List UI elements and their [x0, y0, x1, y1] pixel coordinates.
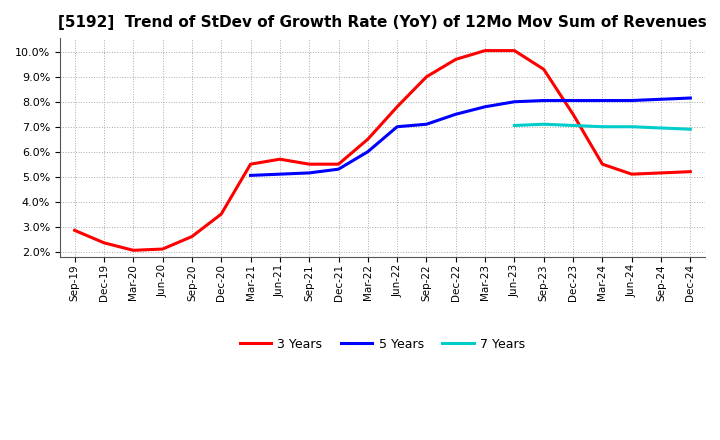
5 Years [364, 149, 372, 154]
3 Years [393, 104, 402, 110]
3 Years [364, 136, 372, 142]
7 Years [598, 124, 607, 129]
7 Years [657, 125, 665, 131]
5 Years [305, 170, 313, 176]
Line: 7 Years: 7 Years [514, 124, 690, 129]
3 Years [481, 48, 490, 53]
3 Years [305, 161, 313, 167]
7 Years [539, 121, 548, 127]
5 Years [334, 166, 343, 172]
3 Years [569, 112, 577, 117]
5 Years [422, 121, 431, 127]
3 Years [246, 161, 255, 167]
5 Years [451, 112, 460, 117]
5 Years [481, 104, 490, 110]
3 Years [598, 161, 607, 167]
7 Years [627, 124, 636, 129]
5 Years [510, 99, 518, 104]
3 Years [657, 170, 665, 176]
Legend: 3 Years, 5 Years, 7 Years: 3 Years, 5 Years, 7 Years [235, 333, 530, 356]
Line: 5 Years: 5 Years [251, 98, 690, 176]
5 Years [276, 172, 284, 177]
Title: [5192]  Trend of StDev of Growth Rate (YoY) of 12Mo Mov Sum of Revenues: [5192] Trend of StDev of Growth Rate (Yo… [58, 15, 707, 30]
7 Years [686, 127, 695, 132]
5 Years [686, 95, 695, 101]
5 Years [393, 124, 402, 129]
7 Years [510, 123, 518, 128]
5 Years [539, 98, 548, 103]
5 Years [627, 98, 636, 103]
3 Years [71, 227, 79, 233]
3 Years [451, 57, 460, 62]
Line: 3 Years: 3 Years [75, 51, 690, 250]
3 Years [334, 161, 343, 167]
3 Years [510, 48, 518, 53]
3 Years [99, 240, 108, 246]
3 Years [217, 212, 225, 217]
3 Years [627, 172, 636, 177]
3 Years [129, 248, 138, 253]
3 Years [686, 169, 695, 174]
3 Years [276, 157, 284, 162]
5 Years [598, 98, 607, 103]
5 Years [657, 97, 665, 102]
3 Years [158, 246, 167, 252]
3 Years [422, 74, 431, 80]
5 Years [569, 98, 577, 103]
7 Years [569, 123, 577, 128]
3 Years [539, 67, 548, 72]
3 Years [188, 234, 197, 239]
5 Years [246, 173, 255, 178]
